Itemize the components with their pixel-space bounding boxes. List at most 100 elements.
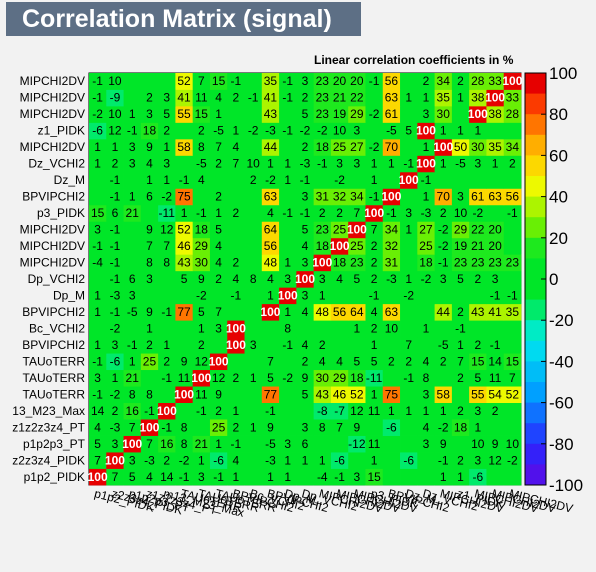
heatmap-cell (106, 353, 124, 371)
heatmap-cell (261, 171, 280, 189)
heatmap-cell (486, 155, 505, 173)
heatmap-cell (348, 155, 366, 173)
heatmap-cell (417, 402, 435, 420)
cell-value-label: 3 (302, 190, 309, 204)
heatmap-cell (175, 419, 194, 436)
heatmap-cell (486, 204, 505, 222)
heatmap-cell (451, 402, 470, 420)
cell-value-label: 1 (405, 272, 412, 286)
heatmap-cell (313, 73, 332, 90)
heatmap-cell (451, 270, 470, 288)
cell-value-label: 8 (163, 256, 170, 270)
heatmap-cell (89, 105, 107, 123)
cell-value-label: 1 (284, 173, 291, 187)
cell-value-label: 52 (350, 387, 364, 401)
heatmap-cell (209, 369, 228, 387)
heatmap-cell (244, 419, 263, 436)
heatmap-cell (89, 73, 107, 90)
heatmap-cell (400, 303, 418, 321)
colorbar-segment (525, 93, 546, 115)
cell-value-label: -6 (92, 124, 103, 138)
cell-value-label: 1 (94, 288, 101, 302)
colorbar-segment (525, 134, 546, 156)
cell-value-label: 25 (419, 239, 433, 253)
heatmap-cell (469, 73, 487, 90)
cell-value-label: -1 (92, 387, 103, 401)
cell-value-label: 3 (423, 437, 430, 451)
cell-value-label: 5 (302, 107, 309, 121)
heatmap-cell (486, 402, 505, 420)
heatmap-cell (140, 270, 159, 288)
cell-value-label: 25 (212, 420, 226, 434)
cell-value-label: -3 (110, 288, 121, 302)
heatmap-cell (244, 237, 263, 255)
cell-value-label: 9 (198, 272, 205, 286)
cell-value-label: -1 (317, 157, 328, 171)
cell-value-label: 5 (474, 371, 481, 385)
cell-value-label: 43 (316, 387, 330, 401)
cell-value-label: 11 (368, 437, 381, 451)
colorbar-segment (525, 258, 546, 280)
heatmap-cell (313, 171, 332, 189)
cell-value-label: -2 (369, 107, 380, 121)
heatmap-cell (486, 336, 505, 354)
cell-value-label: -2 (300, 124, 311, 138)
cell-value-label: 18 (316, 140, 330, 154)
cell-value-label: 48 (264, 256, 278, 270)
cell-value-label: -1 (110, 272, 121, 286)
cell-value-label: -1 (110, 305, 121, 319)
cell-value-label: 29 (333, 371, 347, 385)
cell-value-label: 2 (233, 420, 240, 434)
heatmap-cell (140, 369, 159, 387)
cell-value-label: -1 (386, 206, 397, 220)
heatmap-cell (348, 336, 366, 354)
heatmap-cell (89, 402, 107, 420)
heatmap-cell (227, 353, 245, 371)
colorbar-tick-label: 80 (549, 105, 568, 124)
cell-value-label: 7 (336, 420, 343, 434)
cell-value-label: 1 (129, 354, 136, 368)
cell-value-label: 100 (226, 338, 246, 352)
heatmap-cell (296, 122, 315, 140)
heatmap-cell (192, 452, 211, 469)
heatmap-cell (348, 237, 366, 255)
cell-value-label: 19 (333, 107, 347, 121)
heatmap-cell (89, 188, 107, 206)
heatmap-cell (89, 171, 107, 189)
cell-value-label: 3 (284, 437, 291, 451)
cell-value-label: 1 (284, 256, 291, 270)
heatmap-cell (244, 468, 263, 486)
heatmap-cell (434, 188, 453, 206)
heatmap-cell (486, 452, 505, 469)
cell-value-label: -1 (282, 206, 293, 220)
heatmap-cell (451, 320, 470, 338)
heatmap-cell (140, 237, 159, 255)
y-tick-label: MIPCHI2DV (20, 91, 85, 105)
heatmap-cell (417, 73, 435, 90)
cell-value-label: 70 (385, 140, 399, 154)
heatmap-cell (261, 402, 280, 420)
cell-value-label: 16 (126, 404, 140, 418)
heatmap-cell (382, 89, 401, 107)
cell-value-label: -1 (248, 91, 259, 105)
heatmap-cell (140, 171, 159, 189)
heatmap-cell (365, 336, 384, 354)
heatmap-cell (89, 89, 107, 107)
cell-value-label: 5 (302, 387, 309, 401)
cell-value-label: 63 (264, 190, 278, 204)
cell-value-label: 3 (129, 288, 136, 302)
cell-value-label: 1 (233, 124, 240, 138)
cell-value-label: 100 (209, 354, 229, 368)
cell-value-label: -5 (213, 124, 224, 138)
cell-value-label: 4 (423, 420, 430, 434)
y-tick-label: TAUoTERR (23, 354, 86, 368)
heatmap-cell (140, 155, 159, 173)
heatmap-cell (313, 435, 332, 453)
heatmap-cell (192, 320, 211, 338)
heatmap-cell (348, 105, 366, 123)
heatmap-cell (469, 435, 487, 453)
heatmap-cell (140, 386, 159, 403)
cell-value-label: 6 (112, 206, 119, 220)
cell-value-label: 100 (174, 387, 194, 401)
heatmap-cell (209, 138, 228, 156)
